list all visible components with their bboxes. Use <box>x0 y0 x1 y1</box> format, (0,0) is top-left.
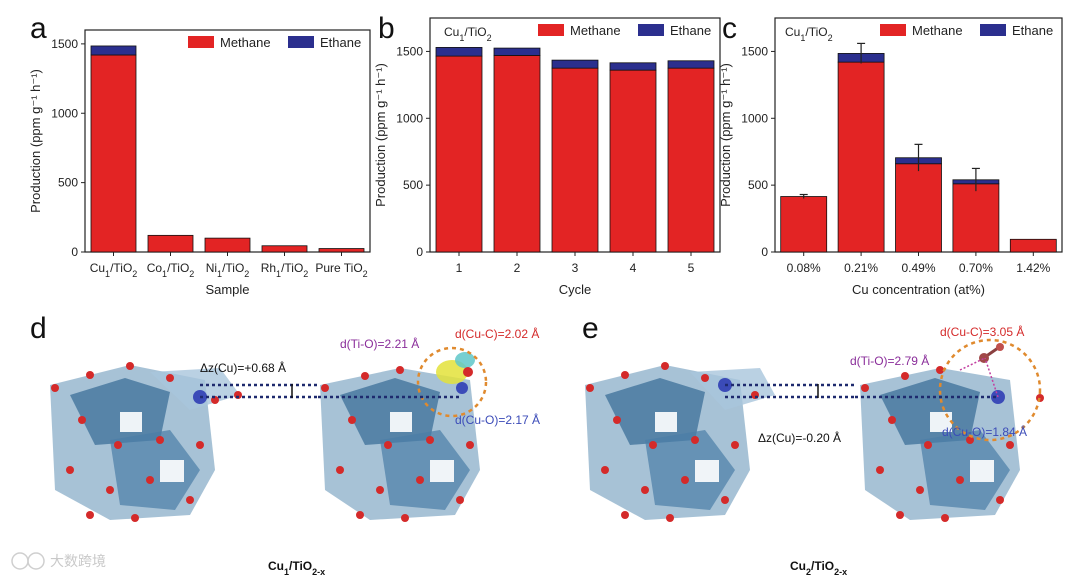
x-tick-label: 1 <box>456 261 463 275</box>
y-tick-label: 1500 <box>51 37 78 51</box>
chart-a: 0 500 1000 1500 Production (ppm g⁻¹ h⁻¹) Samp… <box>28 29 371 297</box>
x-tick-label: 5 <box>688 261 695 275</box>
bar-methane <box>318 248 365 253</box>
y-tick-label: 500 <box>403 178 423 192</box>
legend-swatch-methane <box>188 36 214 48</box>
y-tick-label: 1000 <box>741 111 768 125</box>
bar-methane <box>147 234 194 253</box>
structure-e-right <box>860 338 1044 522</box>
y-tick-label: 0 <box>761 245 768 259</box>
y-tick-label: 0 <box>71 245 78 259</box>
chart-title: Cu1/TiO2 <box>444 25 492 43</box>
x-tick-label: 0.21% <box>844 261 878 275</box>
bar-ethane <box>435 47 483 57</box>
x-tick-label: 0.49% <box>901 261 935 275</box>
bar-methane <box>952 183 1000 253</box>
chart-title: Cu1/TiO2 <box>785 25 833 43</box>
x-tick-label: 3 <box>572 261 579 275</box>
x-tick-label: Ni1/TiO2 <box>206 261 250 279</box>
legend-label-ethane: Ethane <box>1012 23 1053 38</box>
bar-methane <box>1009 238 1057 253</box>
panel-label-e: e <box>582 312 599 345</box>
panel-label-b: b <box>378 12 395 45</box>
watermark-text: 大数跨境 <box>50 553 106 569</box>
bar-ethane <box>551 59 599 69</box>
chart-b: 0 500 1000 1500 Production (ppm g⁻¹ h⁻¹) Cycl… <box>373 17 721 297</box>
legend-swatch-ethane <box>980 24 1006 36</box>
e-dcuo-annotation: d(Cu-O)=1.84 Å <box>942 424 1027 439</box>
chart-c: 0 500 1000 1500 Production (ppm g⁻¹ h⁻¹) Cu c… <box>718 17 1063 297</box>
y-axis-label: Production (ppm g⁻¹ h⁻¹) <box>28 69 43 213</box>
y-tick-label: 1500 <box>396 44 423 58</box>
y-axis-label: Production (ppm g⁻¹ h⁻¹) <box>718 63 733 207</box>
legend-swatch-methane <box>880 24 906 36</box>
x-tick-label: 2 <box>514 261 521 275</box>
bar-ethane <box>667 60 715 69</box>
bar-methane <box>204 237 251 253</box>
y-tick-label: 1500 <box>741 44 768 58</box>
bar-methane <box>90 54 137 253</box>
bar-methane <box>261 245 308 253</box>
d-structure-label: Cu1/TiO2-x <box>268 559 325 577</box>
legend-label-ethane: Ethane <box>320 35 361 50</box>
dz-marker-e <box>725 383 998 399</box>
bar-methane <box>895 163 942 253</box>
panel-label-a: a <box>30 12 47 45</box>
x-axis-label: Sample <box>205 282 249 297</box>
e-dcuc-annotation: d(Cu-C)=3.05 Å <box>940 324 1024 339</box>
x-tick-label: Co1/TiO2 <box>147 261 195 279</box>
bar-methane <box>435 55 483 253</box>
panel-label-c: c <box>722 12 737 45</box>
x-tick-label: Pure TiO2 <box>315 261 367 279</box>
y-axis-label: Production (ppm g⁻¹ h⁻¹) <box>373 63 388 207</box>
x-tick-label: 1.42% <box>1016 261 1050 275</box>
legend-label-ethane: Ethane <box>670 23 711 38</box>
bar-ethane <box>90 45 137 56</box>
bar-methane <box>493 55 541 253</box>
e-structure-label: Cu2/TiO2-x <box>790 559 847 577</box>
bar-methane <box>609 69 657 253</box>
legend-swatch-ethane <box>288 36 314 48</box>
d-dcuo-annotation: d(Cu-O)=2.17 Å <box>455 412 540 427</box>
bar-ethane <box>609 62 657 71</box>
d-dcuc-annotation: d(Cu-C)=2.02 Å <box>455 326 539 341</box>
structure-e-left <box>585 362 775 522</box>
panel-label-d: d <box>30 312 47 345</box>
y-tick-label: 500 <box>748 178 768 192</box>
bar-methane <box>667 67 715 253</box>
structure-d-right <box>320 346 488 522</box>
bar-methane <box>551 67 599 253</box>
dz-marker-d <box>200 383 462 399</box>
legend-swatch-methane <box>538 24 564 36</box>
legend-swatch-ethane <box>638 24 664 36</box>
d-dtio-annotation: d(Ti-O)=2.21 Å <box>340 336 419 351</box>
bar-methane <box>780 196 828 253</box>
structure-d-left <box>50 362 242 522</box>
y-tick-label: 1000 <box>51 106 78 120</box>
e-dz-annotation: Δz(Cu)=-0.20 Å <box>758 430 841 445</box>
legend-label-methane: Methane <box>912 23 963 38</box>
watermark: 大数跨境 <box>11 552 106 570</box>
x-tick-label: 0.08% <box>787 261 821 275</box>
d-dz-annotation: Δz(Cu)=+0.68 Å <box>200 360 286 375</box>
y-tick-label: 500 <box>58 176 78 190</box>
x-axis-label: Cycle <box>559 282 592 297</box>
bar-ethane <box>493 47 541 56</box>
x-tick-label: 0.70% <box>959 261 993 275</box>
legend-label-methane: Methane <box>570 23 621 38</box>
x-tick-label: 4 <box>630 261 637 275</box>
x-tick-label: Rh1/TiO2 <box>261 261 309 279</box>
bar-methane <box>837 61 885 253</box>
y-tick-label: 1000 <box>396 111 423 125</box>
x-axis-label: Cu concentration (at%) <box>852 282 985 297</box>
y-tick-label: 0 <box>416 245 423 259</box>
legend-label-methane: Methane <box>220 35 271 50</box>
x-tick-label: Cu1/TiO2 <box>90 261 138 279</box>
e-dtio-annotation: d(Ti-O)=2.79 Å <box>850 353 929 368</box>
